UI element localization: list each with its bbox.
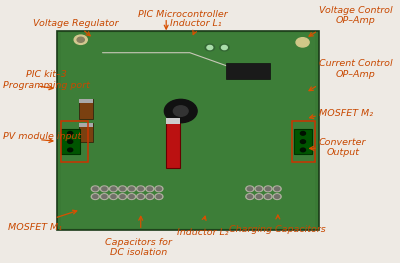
Circle shape [74, 35, 87, 44]
Bar [79, 123, 93, 127]
Circle shape [111, 195, 116, 198]
Circle shape [156, 195, 162, 198]
Circle shape [156, 187, 162, 191]
Text: Charging Capacitors: Charging Capacitors [229, 225, 326, 234]
Circle shape [137, 194, 145, 199]
Circle shape [155, 194, 163, 199]
Circle shape [118, 194, 126, 199]
Circle shape [246, 194, 254, 199]
Circle shape [264, 194, 272, 199]
Circle shape [102, 195, 107, 198]
Bar [61, 129, 80, 154]
Circle shape [220, 44, 229, 51]
Circle shape [146, 194, 154, 199]
Bar [79, 99, 93, 103]
Text: Voltage Regulator: Voltage Regulator [32, 19, 118, 28]
Text: Current Control
OP–Amp: Current Control OP–Amp [319, 59, 392, 79]
Circle shape [255, 186, 263, 192]
Bar [61, 122, 88, 161]
Circle shape [129, 187, 134, 191]
Text: MOSFET M₂: MOSFET M₂ [319, 109, 373, 118]
Circle shape [164, 99, 197, 123]
Text: PIC kit–3
Programming port: PIC kit–3 Programming port [2, 70, 89, 90]
Circle shape [93, 187, 98, 191]
Circle shape [77, 37, 84, 42]
Circle shape [91, 186, 99, 192]
Circle shape [274, 187, 280, 191]
Circle shape [207, 45, 213, 50]
Circle shape [222, 45, 227, 50]
Circle shape [129, 195, 134, 198]
Circle shape [68, 140, 73, 143]
Bar [226, 63, 270, 79]
Circle shape [138, 187, 143, 191]
Circle shape [273, 194, 281, 199]
Circle shape [68, 132, 73, 135]
Circle shape [147, 187, 152, 191]
Text: PIC Microcontroller: PIC Microcontroller [138, 10, 227, 19]
Circle shape [247, 187, 252, 191]
Circle shape [120, 187, 125, 191]
Circle shape [110, 194, 118, 199]
Bar [57, 31, 319, 230]
Circle shape [300, 132, 306, 135]
Circle shape [273, 186, 281, 192]
Circle shape [255, 194, 263, 199]
Circle shape [266, 187, 270, 191]
Circle shape [256, 187, 262, 191]
Bar [61, 33, 315, 228]
Circle shape [120, 195, 125, 198]
Circle shape [93, 195, 98, 198]
Circle shape [100, 194, 108, 199]
Circle shape [264, 186, 272, 192]
Circle shape [137, 186, 145, 192]
Circle shape [155, 186, 163, 192]
Circle shape [68, 148, 73, 152]
Circle shape [296, 38, 309, 47]
Circle shape [146, 186, 154, 192]
Text: Capacitors for
DC isolation: Capacitors for DC isolation [106, 238, 172, 257]
Text: Converter
Output: Converter Output [319, 138, 366, 157]
Bar [292, 122, 315, 161]
Circle shape [274, 195, 280, 198]
Circle shape [91, 194, 99, 199]
Circle shape [100, 186, 108, 192]
Text: Voltage Control
OP–Amp: Voltage Control OP–Amp [319, 6, 392, 26]
Circle shape [110, 186, 118, 192]
Circle shape [128, 186, 136, 192]
Bar [79, 99, 93, 119]
Bar [166, 118, 180, 124]
Bar [79, 123, 93, 142]
Circle shape [246, 186, 254, 192]
Text: MOSFET M₁: MOSFET M₁ [8, 222, 62, 231]
Circle shape [266, 195, 270, 198]
Circle shape [138, 195, 143, 198]
Text: PV module input: PV module input [2, 133, 81, 141]
Circle shape [102, 187, 107, 191]
Circle shape [205, 44, 214, 51]
Circle shape [173, 106, 188, 116]
Circle shape [256, 195, 262, 198]
Bar [166, 118, 180, 168]
Circle shape [128, 194, 136, 199]
Circle shape [147, 195, 152, 198]
Circle shape [300, 148, 306, 152]
Circle shape [247, 195, 252, 198]
Circle shape [118, 186, 126, 192]
Text: Inductor L₂: Inductor L₂ [177, 228, 228, 237]
Circle shape [111, 187, 116, 191]
Text: Inductor L₁: Inductor L₁ [170, 19, 221, 28]
Bar [294, 129, 312, 154]
Circle shape [300, 140, 306, 143]
